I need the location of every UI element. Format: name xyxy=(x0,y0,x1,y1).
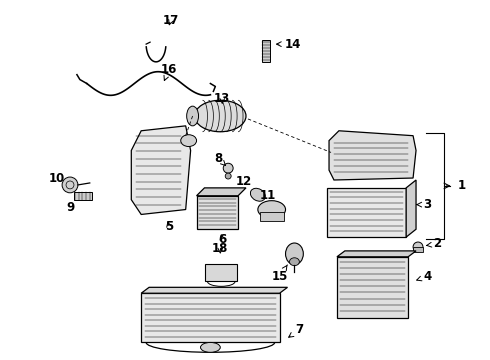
Bar xyxy=(260,212,284,221)
Ellipse shape xyxy=(200,342,220,352)
Text: 11: 11 xyxy=(260,189,276,202)
Text: 10: 10 xyxy=(48,171,65,185)
Bar xyxy=(327,188,406,237)
Text: 7: 7 xyxy=(289,323,303,337)
Text: 17: 17 xyxy=(163,14,179,27)
Polygon shape xyxy=(406,180,416,237)
Circle shape xyxy=(225,173,231,179)
Polygon shape xyxy=(196,188,246,196)
Polygon shape xyxy=(337,251,416,257)
Text: 14: 14 xyxy=(276,38,301,51)
Ellipse shape xyxy=(286,243,303,265)
Circle shape xyxy=(223,163,233,173)
Text: 12: 12 xyxy=(236,175,252,189)
Text: 4: 4 xyxy=(416,270,431,283)
Text: 1: 1 xyxy=(458,179,466,192)
Ellipse shape xyxy=(187,106,198,126)
Bar xyxy=(141,293,280,342)
Circle shape xyxy=(62,177,78,193)
Text: 8: 8 xyxy=(214,152,225,166)
Ellipse shape xyxy=(290,258,299,266)
Text: 9: 9 xyxy=(66,201,74,214)
Polygon shape xyxy=(329,131,416,180)
Text: 2: 2 xyxy=(427,238,441,251)
Text: 3: 3 xyxy=(417,198,431,211)
Text: 5: 5 xyxy=(165,220,173,233)
Text: 13: 13 xyxy=(214,92,230,105)
Ellipse shape xyxy=(250,188,265,201)
Text: 18: 18 xyxy=(212,242,228,255)
Bar xyxy=(74,192,92,200)
Bar xyxy=(196,196,238,229)
Polygon shape xyxy=(131,126,191,215)
Circle shape xyxy=(413,242,423,252)
Text: 15: 15 xyxy=(271,265,288,283)
Ellipse shape xyxy=(258,201,286,219)
Bar xyxy=(337,257,408,318)
Text: 6: 6 xyxy=(218,233,226,246)
Bar xyxy=(205,264,237,282)
Polygon shape xyxy=(141,287,288,293)
Bar xyxy=(262,40,270,62)
Text: 16: 16 xyxy=(161,63,177,81)
Bar xyxy=(413,247,423,252)
Ellipse shape xyxy=(181,135,196,147)
Ellipse shape xyxy=(195,100,246,132)
